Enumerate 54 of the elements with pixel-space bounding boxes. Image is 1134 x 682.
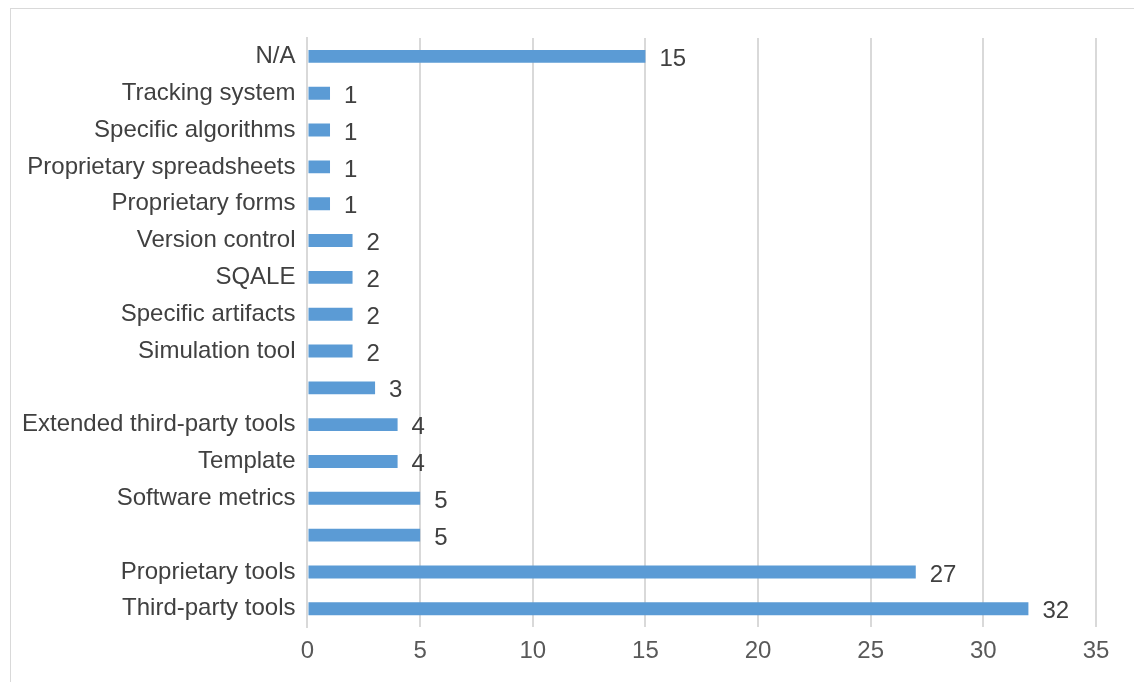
y-tick-label: Third-party tools xyxy=(122,593,296,621)
data-label: 32 xyxy=(1042,596,1070,624)
bar xyxy=(308,491,421,505)
bar xyxy=(308,86,331,100)
y-tick-label: Proprietary tools xyxy=(120,556,296,584)
data-label: 1 xyxy=(344,80,358,108)
y-tick-label: Specific algorithms xyxy=(94,114,296,142)
data-label: 15 xyxy=(659,44,687,72)
bar xyxy=(308,565,916,579)
data-label: 27 xyxy=(929,559,957,587)
x-tick-label: 20 xyxy=(744,636,772,664)
data-label: 4 xyxy=(411,449,425,477)
x-tick-label: 10 xyxy=(519,636,547,664)
data-label: 3 xyxy=(389,375,403,403)
bar xyxy=(308,270,353,284)
data-label: 2 xyxy=(366,264,380,292)
data-label: 1 xyxy=(344,191,358,219)
y-tick-label: SQALE xyxy=(215,261,296,289)
bar xyxy=(308,123,331,137)
bar xyxy=(308,455,398,468)
bar xyxy=(308,234,353,247)
data-label: 4 xyxy=(411,412,425,440)
bar xyxy=(308,160,331,174)
y-tick-label: Version control xyxy=(136,225,296,253)
bar xyxy=(308,307,353,321)
y-tick-label: Extended third-party tools xyxy=(22,409,296,437)
x-tick-label: 5 xyxy=(413,636,427,664)
data-label: 2 xyxy=(366,301,380,329)
x-tick-label: 35 xyxy=(1082,636,1110,664)
y-tick-label: Specific artifacts xyxy=(120,298,296,326)
y-tick-label: Proprietary forms xyxy=(111,188,296,216)
bar xyxy=(308,602,1029,616)
x-tick-label: 30 xyxy=(970,636,997,664)
bar xyxy=(308,49,646,63)
data-label: 1 xyxy=(344,154,358,182)
x-tick-label: 25 xyxy=(857,636,885,664)
data-label: 5 xyxy=(434,522,448,550)
bar xyxy=(308,418,398,432)
bar xyxy=(308,344,353,358)
y-tick-label: Simulation tool xyxy=(138,335,296,363)
data-label: 2 xyxy=(366,338,380,366)
y-tick-label: Tracking system xyxy=(121,77,296,105)
data-label: 1 xyxy=(344,117,358,145)
y-tick-label: Proprietary spreadsheets xyxy=(27,151,296,179)
x-tick-label: 0 xyxy=(300,636,315,664)
bar xyxy=(308,381,376,395)
bar xyxy=(308,197,331,211)
y-tick-label: Template xyxy=(198,446,296,474)
y-tick-label: Software metrics xyxy=(116,482,296,510)
data-label: 5 xyxy=(434,485,448,513)
y-tick-label: N/A xyxy=(255,41,296,69)
bar xyxy=(308,528,421,542)
x-tick-label: 15 xyxy=(632,636,659,664)
data-label: 2 xyxy=(366,228,380,256)
